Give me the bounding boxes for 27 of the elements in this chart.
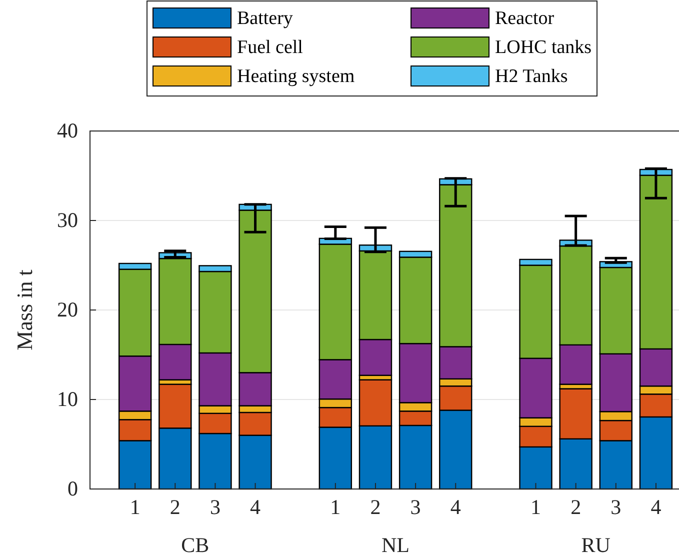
legend-label: H2 Tanks bbox=[495, 66, 568, 87]
y-tick-label: 20 bbox=[57, 298, 78, 322]
x-tick-label: 1 bbox=[130, 494, 140, 519]
text: CB bbox=[181, 533, 210, 557]
x-tick-label: 3 bbox=[610, 494, 622, 519]
text: NL bbox=[382, 533, 410, 557]
y-tick-label: 40 bbox=[57, 118, 78, 143]
x-tick-label: 1 bbox=[530, 494, 542, 519]
x-tick-label: 3 bbox=[410, 494, 421, 519]
x-tick-label: 4 bbox=[650, 494, 662, 519]
y-tick-label: 0 bbox=[68, 476, 78, 501]
x-tick-label: 2 bbox=[570, 494, 582, 519]
text: RU bbox=[581, 533, 610, 557]
x-tick-label: 3 bbox=[210, 494, 220, 519]
x-tick-label: 1 bbox=[330, 494, 341, 519]
legend-label: Reactor bbox=[495, 8, 555, 29]
y-axis-title: Mass in t bbox=[12, 270, 37, 350]
x-tick-label: 2 bbox=[370, 494, 381, 519]
y-tick-label: 30 bbox=[57, 208, 78, 232]
x-tick-label: 2 bbox=[170, 494, 180, 519]
legend-label: Battery bbox=[237, 8, 294, 29]
x-tick-label: 4 bbox=[250, 494, 262, 519]
legend-label: Heating system bbox=[237, 66, 355, 87]
y-tick-label: 10 bbox=[57, 387, 78, 412]
legend-label: Fuel cell bbox=[237, 37, 303, 58]
x-tick-label: 4 bbox=[450, 494, 462, 519]
legend-label: LOHC tanks bbox=[495, 37, 592, 58]
